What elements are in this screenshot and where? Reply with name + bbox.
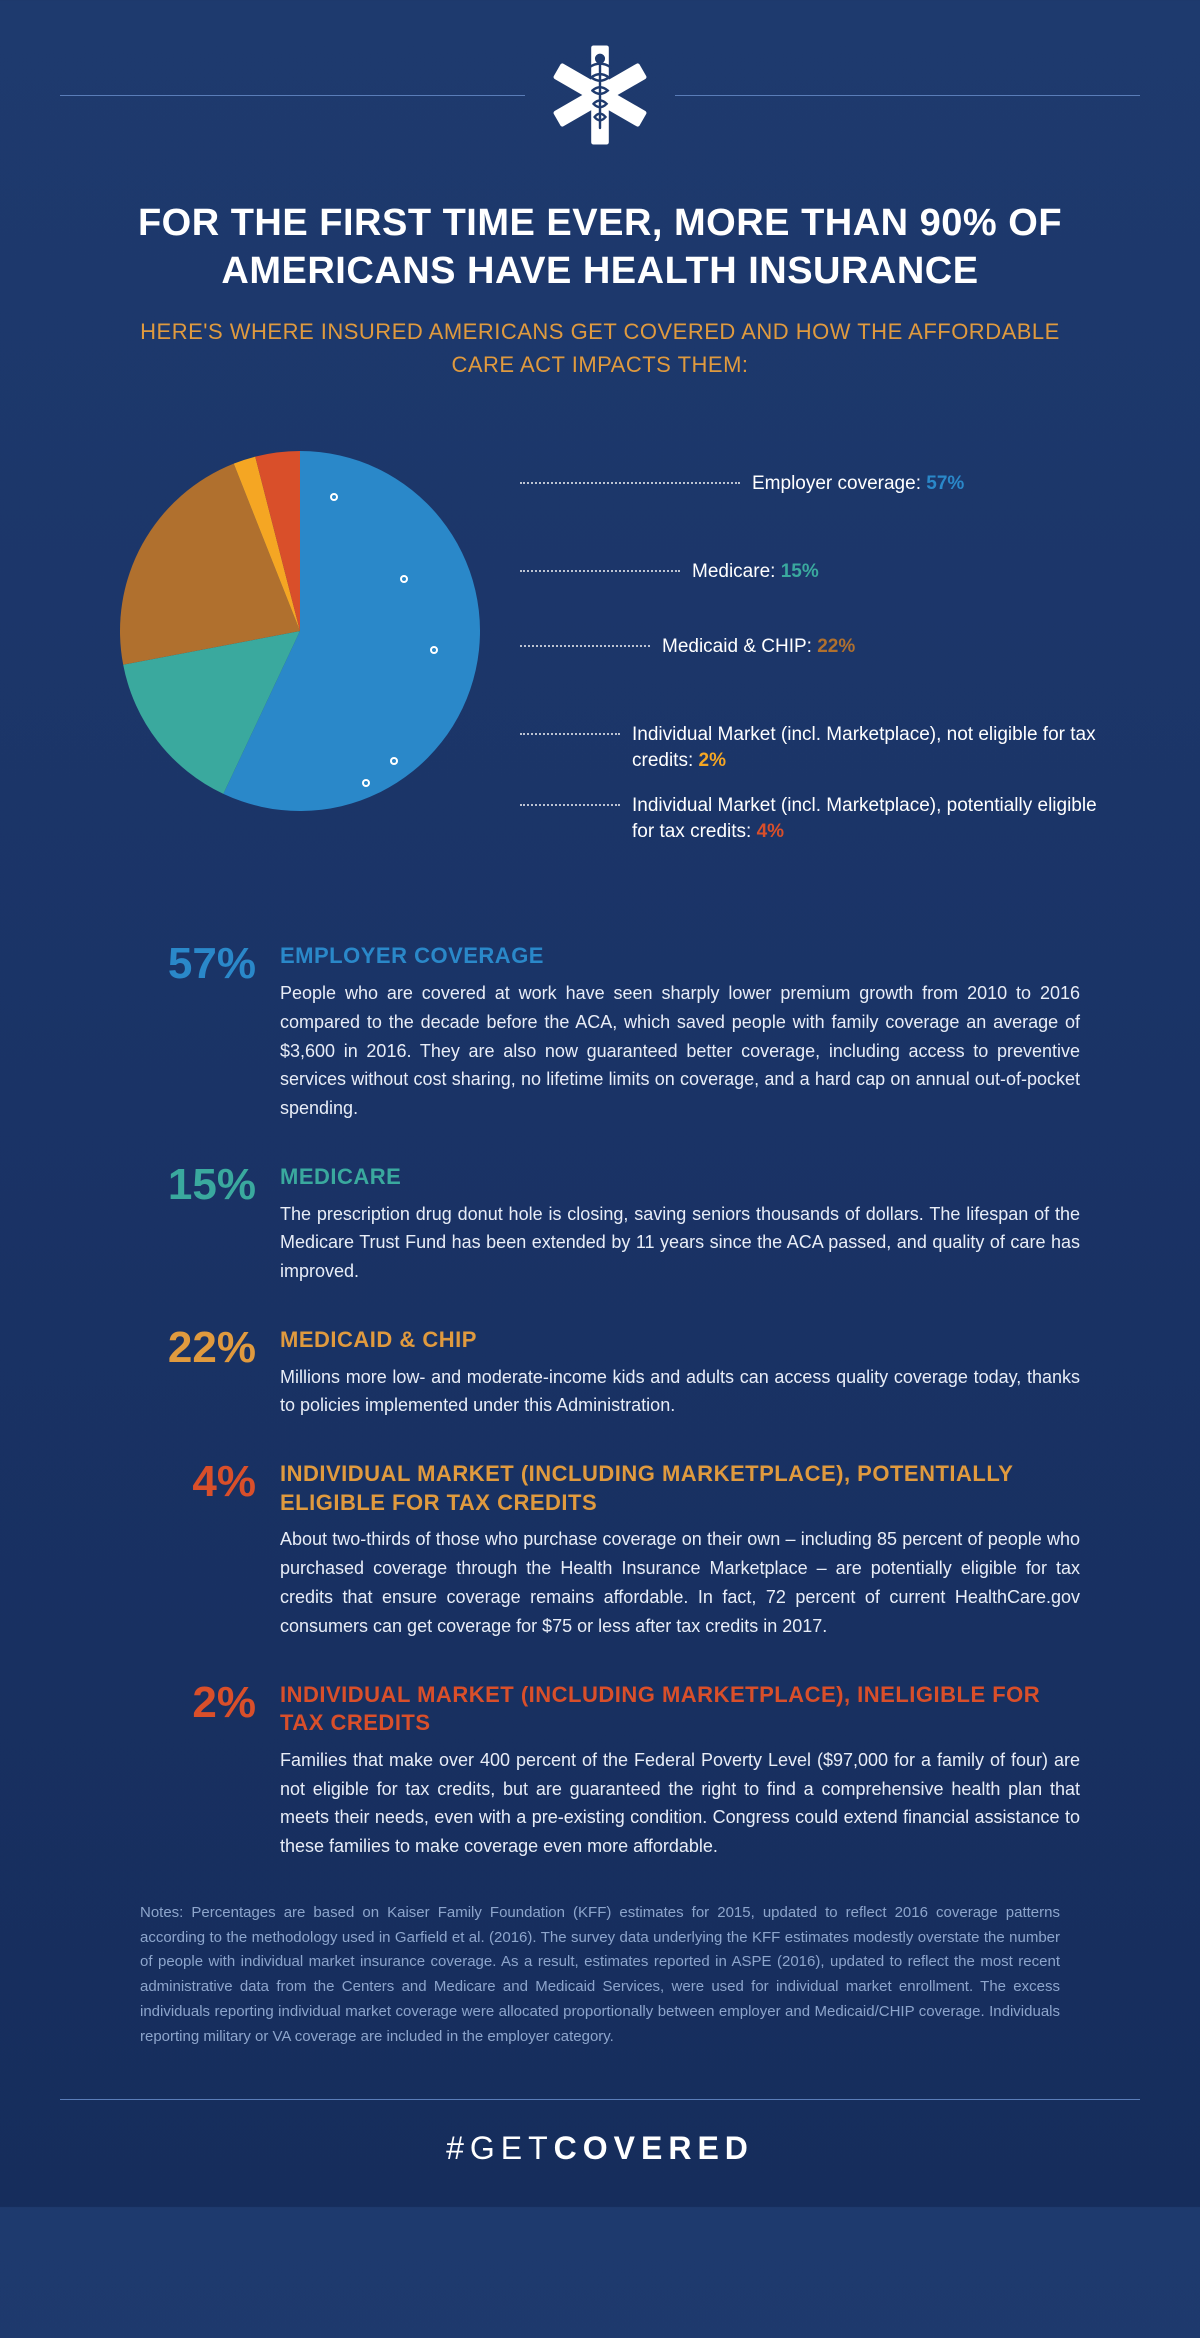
pie-legend: Employer coverage: 57% Medicare: 15% Medic… — [520, 431, 1100, 862]
detail-body: MEDICARE The prescription drug donut hole… — [280, 1163, 1080, 1286]
detail-row: 2%INDIVIDUAL MARKET (INCLUDING MARKETPLA… — [120, 1681, 1080, 1861]
leader-marker — [362, 779, 370, 787]
legend-item: Medicare: 15% — [520, 559, 1100, 585]
detail-body: MEDICAID & CHIP Millions more low- and mo… — [280, 1326, 1080, 1420]
detail-body: INDIVIDUAL MARKET (INCLUDING MARKETPLACE… — [280, 1681, 1080, 1861]
medical-emblem-icon — [525, 40, 675, 150]
detail-text: Millions more low- and moderate-income k… — [280, 1363, 1080, 1421]
detail-text: People who are covered at work have seen… — [280, 979, 1080, 1123]
details-section: 57%EMPLOYER COVERAGE People who are cover… — [120, 942, 1080, 1861]
chart-section: Employer coverage: 57% Medicare: 15% Medic… — [100, 431, 1100, 862]
detail-percent: 2% — [120, 1681, 280, 1861]
rule-right — [675, 95, 1140, 96]
leader-dots — [520, 482, 740, 484]
detail-heading: MEDICARE — [280, 1163, 1080, 1192]
detail-percent: 4% — [120, 1460, 280, 1640]
hashtag-bold: COVERED — [554, 2130, 754, 2166]
detail-percent: 22% — [120, 1326, 280, 1420]
footnotes: Notes: Percentages are based on Kaiser F… — [140, 1901, 1060, 2050]
detail-body: INDIVIDUAL MARKET (INCLUDING MARKETPLACE… — [280, 1460, 1080, 1640]
detail-row: 15%MEDICARE The prescription drug donut h… — [120, 1163, 1080, 1286]
leader-dots — [520, 570, 680, 572]
detail-heading: MEDICAID & CHIP — [280, 1326, 1080, 1355]
pie-chart — [100, 431, 520, 836]
detail-percent: 15% — [120, 1163, 280, 1286]
hashtag-light: #GET — [446, 2130, 554, 2166]
legend-label: Medicare: 15% — [692, 559, 1100, 585]
leader-marker — [430, 646, 438, 654]
legend-label: Individual Market (incl. Marketplace), n… — [632, 722, 1100, 773]
legend-label: Individual Market (incl. Marketplace), p… — [632, 793, 1100, 844]
detail-percent: 57% — [120, 942, 280, 1123]
leader-marker — [390, 757, 398, 765]
legend-label: Employer coverage: 57% — [752, 471, 1100, 497]
leader-marker — [330, 493, 338, 501]
rule-left — [60, 95, 525, 96]
detail-row: 57%EMPLOYER COVERAGE People who are cover… — [120, 942, 1080, 1123]
header-rule-row — [60, 40, 1140, 150]
detail-heading: INDIVIDUAL MARKET (INCLUDING MARKETPLACE… — [280, 1681, 1080, 1738]
subtitle: HERE'S WHERE INSURED AMERICANS GET COVER… — [120, 315, 1080, 381]
detail-row: 22%MEDICAID & CHIP Millions more low- and… — [120, 1326, 1080, 1420]
detail-heading: INDIVIDUAL MARKET (INCLUDING MARKETPLACE… — [280, 1460, 1080, 1517]
detail-body: EMPLOYER COVERAGE People who are covered … — [280, 942, 1080, 1123]
legend-item: Medicaid & CHIP: 22% — [520, 634, 1100, 660]
hashtag: #GETCOVERED — [0, 2130, 1200, 2167]
legend-item: Individual Market (incl. Marketplace), p… — [520, 793, 1100, 844]
detail-text: The prescription drug donut hole is clos… — [280, 1200, 1080, 1286]
leader-dots — [520, 804, 620, 806]
leader-dots — [520, 645, 650, 647]
detail-row: 4%INDIVIDUAL MARKET (INCLUDING MARKETPLA… — [120, 1460, 1080, 1640]
legend-item: Employer coverage: 57% — [520, 471, 1100, 497]
detail-text: Families that make over 400 percent of t… — [280, 1746, 1080, 1861]
main-title: FOR THE FIRST TIME EVER, MORE THAN 90% O… — [80, 200, 1120, 295]
leader-marker — [400, 575, 408, 583]
leader-dots — [520, 733, 620, 735]
rule-bottom — [60, 2099, 1140, 2100]
detail-text: About two-thirds of those who purchase c… — [280, 1525, 1080, 1640]
legend-item: Individual Market (incl. Marketplace), n… — [520, 722, 1100, 773]
legend-label: Medicaid & CHIP: 22% — [662, 634, 1100, 660]
detail-heading: EMPLOYER COVERAGE — [280, 942, 1080, 971]
